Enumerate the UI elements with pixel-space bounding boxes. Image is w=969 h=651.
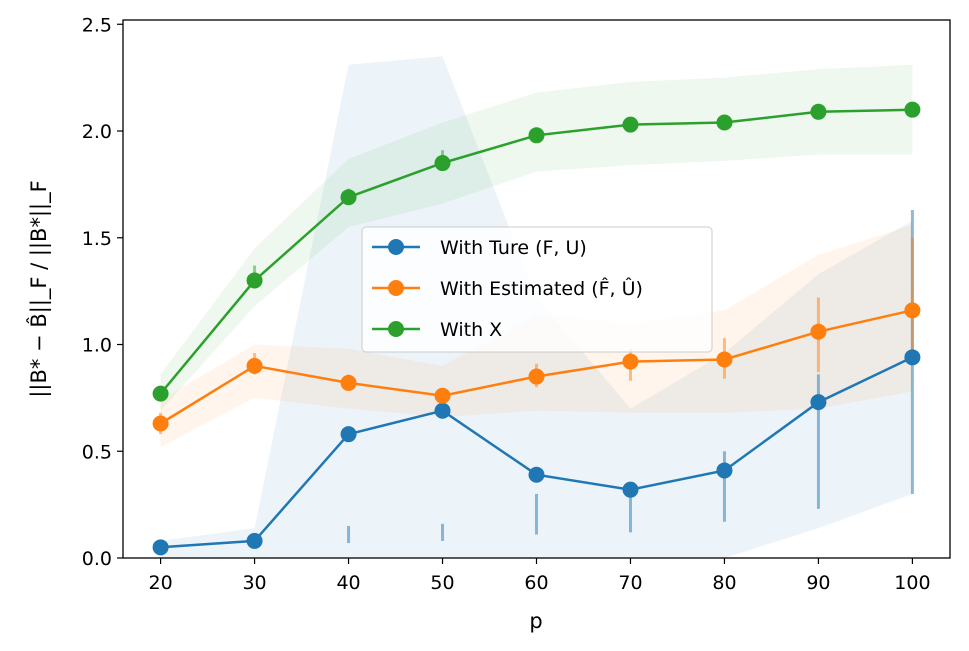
with-ture-f-u-point xyxy=(528,466,545,483)
with-ture-f-u-point xyxy=(152,539,169,556)
with-ture-f-u-point xyxy=(810,394,827,411)
y-tick-label: 0.5 xyxy=(82,441,112,463)
x-tick-label: 100 xyxy=(894,572,930,594)
with-estimated-f-point xyxy=(340,374,357,391)
x-axis-ticks: 20 30 40 50 60 70 80 90 100 xyxy=(148,558,931,594)
y-axis-label: ||B* − B̂||_F / ||B*||_F xyxy=(26,180,52,397)
series-points xyxy=(152,101,921,556)
y-tick-label: 1.0 xyxy=(82,335,112,357)
x-tick-label: 80 xyxy=(712,572,736,594)
with-ture-f-u-point xyxy=(246,532,263,549)
with-x-point xyxy=(246,272,263,289)
with-x-point xyxy=(434,155,451,172)
with-ture-f-u-point xyxy=(434,402,451,419)
y-tick-label: 0.0 xyxy=(82,548,112,570)
with-ture-f-u-point xyxy=(622,481,639,498)
with-estimated-f-point xyxy=(810,323,827,340)
with-estimated-f-point xyxy=(246,357,263,374)
with-x-point xyxy=(622,116,639,133)
legend-box xyxy=(361,226,713,353)
x-tick-label: 50 xyxy=(430,572,454,594)
y-tick-label: 2.5 xyxy=(82,14,112,36)
x-tick-label: 70 xyxy=(618,572,642,594)
with-estimated-f-point xyxy=(904,302,921,319)
with-x-point xyxy=(152,385,169,402)
x-tick-label: 30 xyxy=(242,572,266,594)
with-x-legend-marker xyxy=(388,321,404,337)
y-tick-label: 1.5 xyxy=(82,228,112,250)
with-x-point xyxy=(716,114,733,131)
legend: With Ture (F, U) With Estimated (F̂, Û) Wi… xyxy=(361,226,713,353)
with-x-legend-label: With X xyxy=(440,319,502,341)
x-tick-label: 40 xyxy=(336,572,360,594)
with-x-point xyxy=(810,103,827,120)
with-estimated-f-point xyxy=(622,353,639,370)
y-axis-ticks: 0.0 0.5 1.0 1.5 2.0 2.5 xyxy=(82,14,123,570)
with-x-point xyxy=(904,101,921,118)
with-estimated-f-point xyxy=(152,415,169,432)
x-tick-label: 60 xyxy=(524,572,548,594)
with-estimated-f-point xyxy=(434,387,451,404)
x-tick-label: 20 xyxy=(148,572,172,594)
with-ture-f-u-point xyxy=(340,426,357,443)
with-ture-f-u-point xyxy=(904,349,921,366)
with-estimated-f-legend-marker xyxy=(388,280,404,296)
with-x-point xyxy=(340,189,357,206)
with-x-point xyxy=(528,127,545,144)
with-x-band xyxy=(160,64,913,411)
with-estimated-f-point xyxy=(528,368,545,385)
x-tick-label: 90 xyxy=(806,572,830,594)
with-estimated-f-point xyxy=(716,351,733,368)
y-tick-label: 2.0 xyxy=(82,121,112,143)
with-ture-f-u-point xyxy=(716,462,733,479)
x-axis-label: p xyxy=(529,609,542,633)
with-ture-f-u-legend-marker xyxy=(388,239,404,255)
with-estimated-f-legend-label: With Estimated (F̂, Û) xyxy=(440,276,643,300)
with-ture-f-u-legend-label: With Ture (F, U) xyxy=(440,237,587,259)
